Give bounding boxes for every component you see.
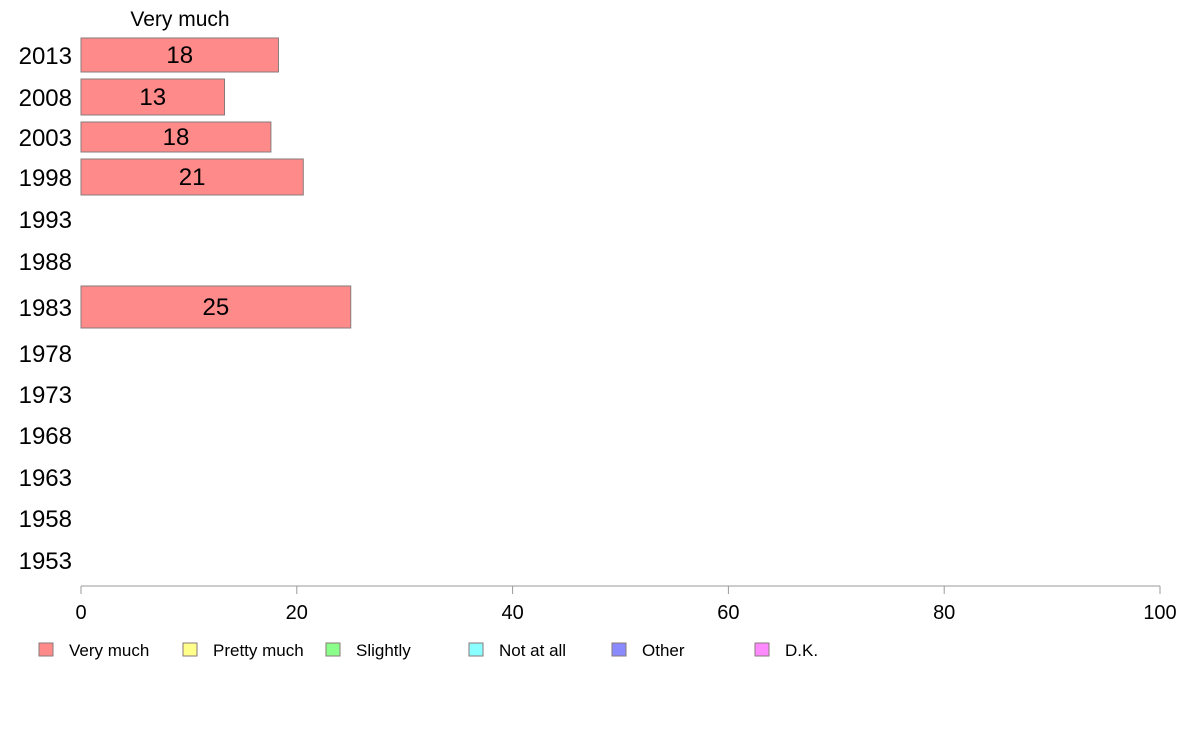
- bar-2013-very-much: [80, 37, 279, 73]
- legend-label-not-at-all: Not at all: [499, 641, 566, 660]
- x-tick-label-100: 100: [1143, 602, 1176, 624]
- year-label-1963: 1963: [19, 465, 72, 492]
- year-label-2003: 2003: [19, 125, 72, 152]
- x-axis: 0 20 40 60 80 100: [75, 585, 1177, 624]
- year-label-2013: 2013: [19, 43, 72, 70]
- year-label-1978: 1978: [19, 341, 72, 368]
- year-label-1973: 1973: [19, 382, 72, 409]
- x-tick-label-0: 0: [75, 602, 86, 624]
- year-label-2008: 2008: [19, 85, 72, 112]
- value-label-2008: 13: [139, 84, 166, 111]
- x-tick-label-40: 40: [501, 602, 523, 624]
- bar-2003-very-much: [80, 121, 272, 153]
- legend-label-d-k-: D.K.: [785, 641, 818, 660]
- value-label-2003: 18: [163, 124, 190, 151]
- legend-swatch-not-at-all: [468, 642, 484, 657]
- legend-label-slightly: Slightly: [356, 641, 411, 660]
- value-label-2013: 18: [166, 42, 193, 69]
- bar-1983-very-much: [80, 285, 352, 329]
- x-tick-label-60: 60: [717, 602, 739, 624]
- legend-swatch-d-k-: [754, 642, 770, 657]
- legend-swatch-pretty-much: [182, 642, 198, 657]
- legend-swatch-very-much: [38, 642, 54, 657]
- x-tick-label-80: 80: [933, 602, 955, 624]
- legend: Very much Pretty much Slightly Not at all Ot…: [38, 641, 818, 660]
- year-label-1993: 1993: [19, 207, 72, 234]
- legend-swatch-slightly: [325, 642, 341, 657]
- value-label-1983: 25: [203, 294, 230, 321]
- legend-label-very-much: Very much: [69, 641, 149, 660]
- value-label-1998: 21: [179, 164, 206, 191]
- x-tick-label-20: 20: [286, 602, 308, 624]
- legend-label-other: Other: [642, 641, 685, 660]
- bars-layer: [80, 37, 352, 329]
- year-label-1983: 1983: [19, 295, 72, 322]
- year-labels-layer: 2013 2008 2003 1998 1993 1988 1983 1978 1973 1968…: [19, 43, 72, 575]
- year-label-1968: 1968: [19, 423, 72, 450]
- year-label-1953: 1953: [19, 548, 72, 575]
- bar-1998-very-much: [80, 158, 304, 196]
- year-label-1958: 1958: [19, 506, 72, 533]
- legend-label-pretty-much: Pretty much: [213, 641, 304, 660]
- year-label-1988: 1988: [19, 249, 72, 276]
- year-label-1998: 1998: [19, 165, 72, 192]
- bar-2008-very-much: [80, 78, 226, 116]
- series-column-header: Very much: [130, 8, 229, 31]
- legend-swatch-other: [611, 642, 627, 657]
